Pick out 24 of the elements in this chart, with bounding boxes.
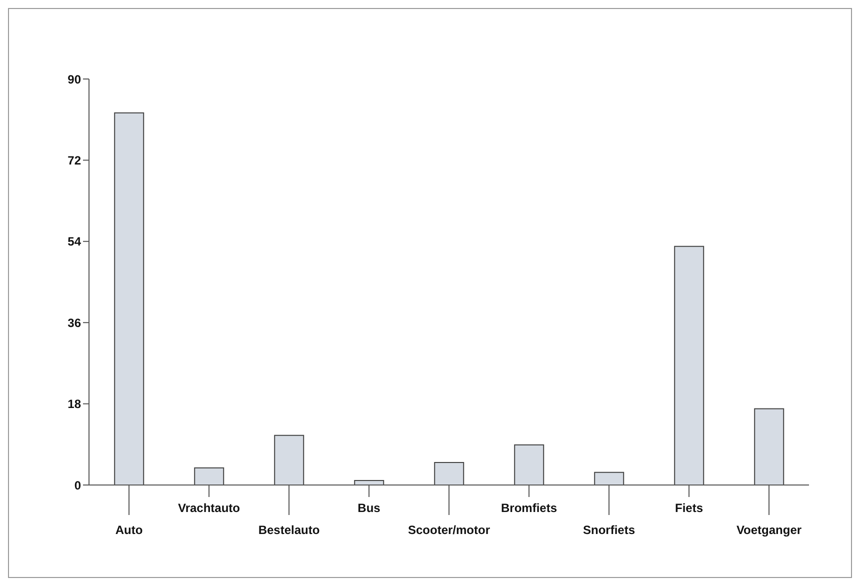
x-tick-label: Bus — [358, 500, 381, 515]
bar — [194, 467, 224, 485]
y-tick-label: 72 — [68, 153, 82, 168]
y-tick-label: 90 — [68, 72, 82, 86]
bar — [594, 472, 624, 485]
x-tick-label: Auto — [115, 522, 143, 537]
bar — [114, 112, 144, 485]
y-tick-label: 54 — [68, 234, 82, 249]
x-tick-label: Voetganger — [736, 522, 802, 537]
bar — [354, 480, 384, 485]
y-tick-label: 18 — [68, 397, 82, 412]
bar — [434, 462, 464, 485]
x-tick-label: Vrachtauto — [178, 500, 240, 515]
bar — [274, 434, 304, 485]
y-tick-label: 0 — [74, 478, 82, 492]
bar — [514, 444, 544, 485]
x-tick-label: Fiets — [674, 500, 704, 515]
x-tick-label: Scooter/motor — [408, 522, 490, 537]
x-tick-label: Bestelauto — [258, 522, 320, 537]
y-tick-label: 36 — [68, 316, 82, 330]
bar — [754, 408, 784, 485]
bar — [674, 246, 704, 485]
x-tick-label: Snorfiets — [582, 522, 636, 537]
x-tick-label: Bromfiets — [500, 500, 558, 515]
